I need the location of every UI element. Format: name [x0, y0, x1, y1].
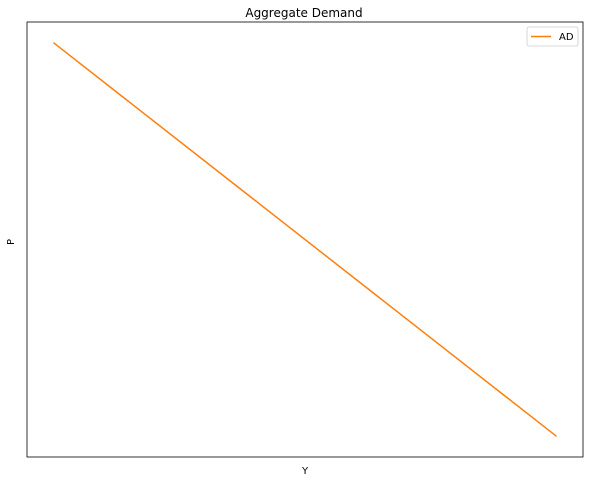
y-axis-label: P: [6, 239, 17, 245]
series-line-ad: [53, 42, 557, 437]
legend-label-ad: AD: [559, 32, 574, 43]
legend-box: [526, 26, 579, 47]
series-layer: [53, 42, 557, 437]
legend: AD: [526, 26, 579, 47]
x-axis-label: Y: [301, 466, 309, 477]
chart-title: Aggregate Demand: [245, 6, 362, 20]
